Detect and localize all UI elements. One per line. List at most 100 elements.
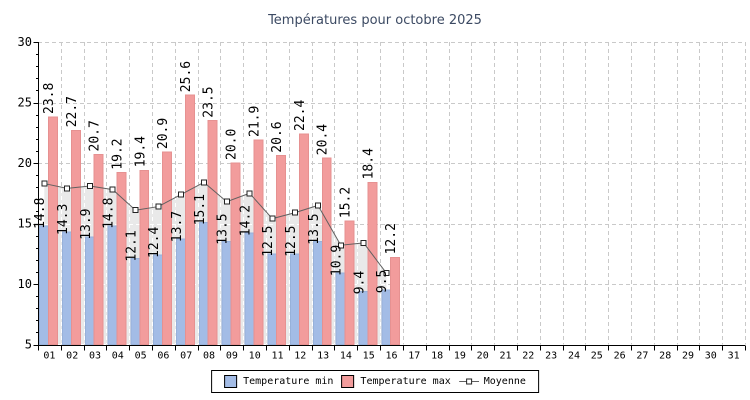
moyenne-marker	[360, 239, 367, 246]
temp-max-value-label: 20.7	[88, 120, 103, 151]
legend-swatch-temp-min	[224, 375, 238, 388]
x-tick-label: 16	[385, 351, 397, 362]
temp-min-bar	[130, 258, 141, 346]
x-tick-label: 30	[705, 351, 717, 362]
temp-min-value-label: 12.4	[147, 227, 162, 258]
temp-min-value-label: 14.8	[33, 198, 48, 229]
x-tick-label: 07	[180, 351, 192, 362]
temp-min-bar	[198, 221, 209, 345]
temp-max-value-label: 19.4	[133, 136, 148, 167]
temp-min-bar	[153, 254, 164, 345]
y-tick-label: 20	[18, 156, 32, 170]
temp-min-value-label: 12.1	[124, 230, 139, 261]
x-tick-label: 18	[431, 351, 443, 362]
temp-min-value-label: 9.5	[375, 270, 390, 293]
temp-max-value-label: 22.7	[65, 96, 80, 127]
temp-max-bar	[93, 154, 104, 345]
moyenne-marker	[109, 186, 116, 193]
x-tick-label: 26	[614, 351, 626, 362]
temp-min-value-label: 13.5	[307, 213, 322, 244]
x-tick-label: 09	[226, 351, 238, 362]
temp-max-bar	[276, 155, 287, 345]
chart-title: Températures pour octobre 2025	[268, 13, 482, 28]
temp-min-value-label: 13.5	[216, 213, 231, 244]
x-tick-label: 13	[317, 351, 329, 362]
temp-min-bar	[267, 253, 278, 346]
legend-label-temp-min: Temperature min	[243, 376, 334, 387]
y-tick-label: 10	[18, 277, 32, 291]
temp-max-bar	[48, 116, 58, 345]
moyenne-marker	[223, 198, 230, 205]
x-tick-label: 27	[636, 351, 648, 362]
temp-max-value-label: 22.4	[293, 100, 308, 131]
temp-min-bar	[62, 231, 72, 345]
temp-max-value-label: 25.6	[179, 61, 194, 92]
temp-min-bar	[335, 272, 346, 346]
temp-min-value-label: 13.9	[79, 208, 94, 239]
temp-max-value-label: 18.4	[361, 148, 376, 179]
temp-min-value-label: 9.4	[352, 271, 367, 295]
temp-min-bar	[358, 290, 369, 345]
temp-max-bar	[321, 157, 332, 345]
x-tick-label: 29	[682, 351, 694, 362]
moyenne-marker	[64, 185, 71, 192]
temp-max-bar	[139, 169, 150, 345]
moyenne-marker	[132, 207, 139, 214]
temp-min-value-label: 14.3	[56, 204, 71, 235]
temp-max-value-label: 20.9	[156, 118, 171, 149]
axes	[33, 42, 746, 351]
legend: Temperature min Temperature max Moyenne	[211, 370, 539, 393]
temp-min-bar	[176, 238, 186, 345]
temp-max-value-label: 23.8	[42, 83, 57, 114]
x-tick-label: 01	[43, 351, 55, 362]
temp-max-value-label: 21.9	[247, 106, 262, 137]
legend-label-temp-max: Temperature max	[360, 376, 451, 387]
y-tick-label: 30	[18, 35, 32, 49]
temp-min-value-label: 13.7	[170, 211, 185, 242]
x-tick-label: 12	[294, 351, 306, 362]
moyenne-line	[44, 181, 387, 274]
x-tick-label: 10	[249, 351, 261, 362]
temp-min-bar	[290, 253, 301, 346]
temp-min-bar	[244, 232, 255, 345]
temp-min-bar	[84, 236, 95, 345]
x-tick-label: 31	[728, 351, 740, 362]
temp-min-value-label: 10.9	[330, 245, 345, 276]
moyenne-marker	[315, 202, 321, 209]
temp-max-bar	[344, 220, 355, 346]
x-tick-label: 04	[112, 351, 124, 362]
x-tick-label: 08	[203, 351, 215, 362]
temp-max-value-label: 12.2	[384, 223, 399, 254]
temp-min-bar	[107, 225, 118, 345]
moyenne-marker	[41, 180, 48, 187]
temp-max-value-label: 20.6	[270, 121, 285, 152]
x-tick-label: 19	[454, 351, 466, 362]
x-tick-label: 02	[66, 351, 78, 362]
temp-max-bar	[184, 94, 195, 345]
x-tick-label: 17	[408, 351, 420, 362]
temp-max-value-label: 19.2	[111, 138, 126, 169]
temp-max-bar	[116, 172, 127, 345]
moyenne-marker	[200, 179, 207, 186]
temp-max-bar	[162, 151, 173, 345]
legend-swatch-temp-max	[341, 375, 355, 388]
temp-min-bar	[221, 241, 232, 345]
temp-max-bar	[367, 181, 378, 345]
y-tick-label: 15	[18, 217, 32, 231]
temp-max-bar	[390, 256, 401, 345]
temp-max-value-label: 20.4	[316, 124, 331, 155]
x-tick-label: 24	[568, 351, 580, 362]
moyenne-marker	[269, 215, 276, 222]
moyenne-marker	[155, 203, 162, 210]
bars	[39, 94, 401, 346]
x-tick-label: 25	[591, 351, 603, 362]
moyenne-marker	[383, 270, 390, 277]
temp-max-bar	[207, 120, 218, 345]
x-tick-label: 20	[477, 351, 489, 362]
legend-label-moyenne: Moyenne	[483, 376, 526, 387]
moyenne-marker	[292, 209, 299, 216]
temp-max-value-label: 20.0	[225, 129, 240, 160]
temp-max-bar	[299, 133, 309, 345]
